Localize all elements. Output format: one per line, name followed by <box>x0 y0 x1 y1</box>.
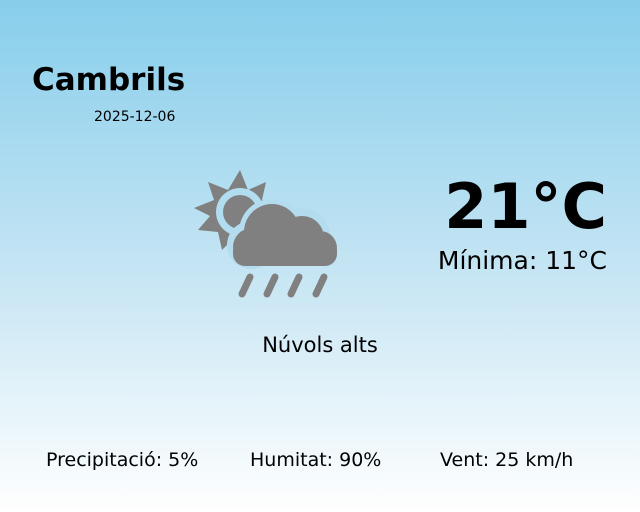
wind-stat: Vent: 25 km/h <box>440 449 574 471</box>
precipitation-stat: Precipitació: 5% <box>46 449 199 471</box>
humidity-stat: Humitat: 90% <box>250 449 382 471</box>
city-name: Cambrils <box>32 62 186 98</box>
weather-description: Núvols alts <box>0 333 640 357</box>
forecast-date: 2025-12-06 <box>94 109 176 125</box>
weather-description-text: Núvols alts <box>262 333 378 357</box>
current-temperature: 21°C <box>444 170 607 243</box>
minimum-temperature: Mínima: 11°C <box>437 246 607 275</box>
sun-cloud-rain-icon <box>190 165 345 305</box>
